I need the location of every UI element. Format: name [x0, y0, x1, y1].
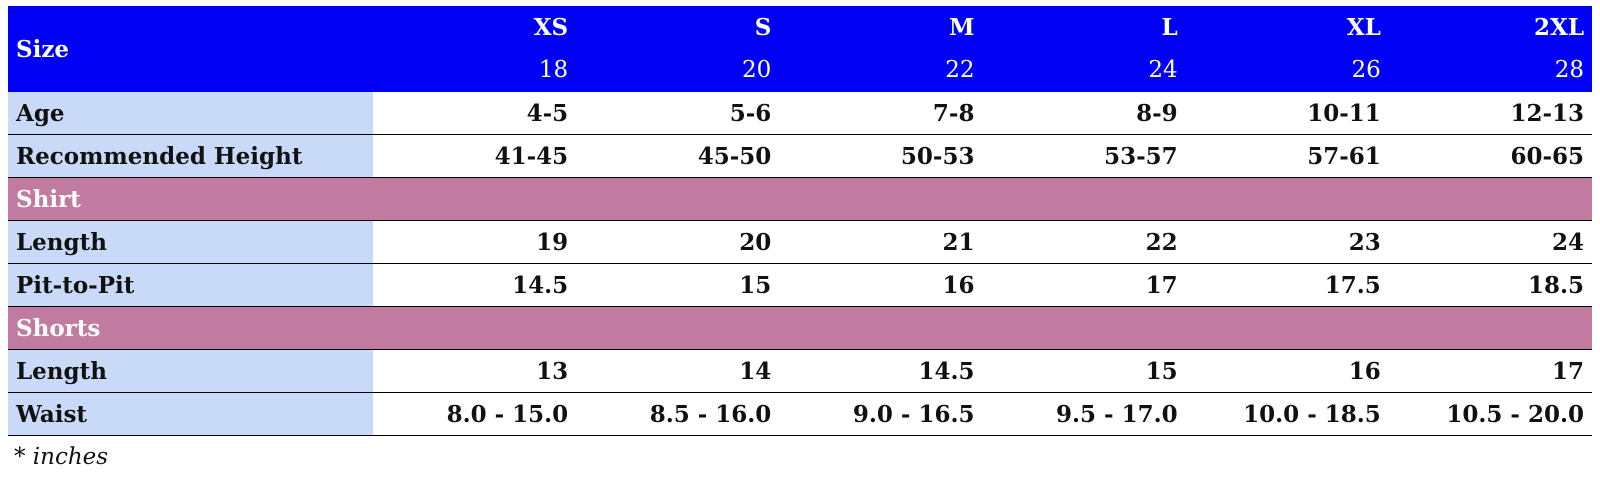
data-row: Recommended Height 41-45 45-50 50-53 53-57 57… — [8, 134, 1592, 178]
size-name: M — [949, 14, 975, 41]
table-body: Size XS 18 S 20 M 22 L 24 XL 26 2XL 28 Age 4-5 5-6 7-8 8-… — [8, 6, 1592, 436]
size-number: 28 — [1554, 57, 1584, 83]
size-table: Size XS 18 S 20 M 22 L 24 XL 26 2XL 28 Age 4-5 5-6 7-8 8-… — [8, 6, 1592, 436]
size-name: S — [754, 14, 772, 41]
cell-value: 15 — [576, 263, 780, 307]
row-label: Recommended Height — [8, 134, 373, 178]
row-label: Length — [8, 349, 373, 393]
cell-value: 10-11 — [1185, 92, 1389, 135]
cell-value: 17 — [982, 263, 1186, 307]
data-row: Length 19 20 21 22 23 24 — [8, 220, 1592, 264]
cell-value: 23 — [1185, 220, 1389, 264]
row-label: Age — [8, 92, 373, 135]
size-number: 26 — [1351, 57, 1381, 83]
row-label: Waist — [8, 392, 373, 436]
cell-value: 24 — [1388, 220, 1592, 264]
cell-value: 16 — [779, 263, 983, 307]
data-row: Pit-to-Pit 14.5 15 16 17 17.5 18.5 — [8, 263, 1592, 307]
header-row: Size XS 18 S 20 M 22 L 24 XL 26 2XL 28 — [8, 6, 1592, 92]
data-row: Age 4-5 5-6 7-8 8-9 10-11 12-13 — [8, 92, 1592, 135]
cell-value: 60-65 — [1388, 134, 1592, 178]
cell-value: 22 — [982, 220, 1186, 264]
size-column-header: XS 18 — [373, 6, 577, 92]
size-number: 22 — [945, 57, 975, 83]
section-row: Shirt — [8, 177, 1592, 221]
cell-value: 17 — [1388, 349, 1592, 393]
cell-value: 20 — [576, 220, 780, 264]
size-number: 18 — [538, 57, 569, 83]
section-row: Shorts — [8, 306, 1592, 350]
cell-value: 14.5 — [779, 349, 983, 393]
size-name: L — [1161, 14, 1178, 41]
data-row: Waist 8.0 - 15.0 8.5 - 16.0 9.0 - 16.5 9.5 -… — [8, 392, 1592, 436]
cell-value: 16 — [1185, 349, 1389, 393]
cell-value: 12-13 — [1388, 92, 1592, 135]
size-column-header: XL 26 — [1185, 6, 1389, 92]
cell-value: 8.5 - 16.0 — [576, 392, 780, 436]
size-name: XL — [1346, 14, 1381, 41]
size-number: 20 — [742, 57, 772, 83]
row-label: Length — [8, 220, 373, 264]
cell-value: 9.5 - 17.0 — [982, 392, 1186, 436]
cell-value: 15 — [982, 349, 1186, 393]
size-column-header: M 22 — [779, 6, 983, 92]
footnote: * inches — [14, 444, 109, 470]
cell-value: 18.5 — [1388, 263, 1592, 307]
cell-value: 10.0 - 18.5 — [1185, 392, 1389, 436]
cell-value: 13 — [373, 349, 577, 393]
cell-value: 5-6 — [576, 92, 780, 135]
cell-value: 17.5 — [1185, 263, 1389, 307]
data-row: Length 13 14 14.5 15 16 17 — [8, 349, 1592, 393]
cell-value: 57-61 — [1185, 134, 1389, 178]
cell-value: 45-50 — [576, 134, 780, 178]
size-column-header: 2XL 28 — [1388, 6, 1592, 92]
cell-value: 14.5 — [373, 263, 577, 307]
cell-value: 10.5 - 20.0 — [1388, 392, 1592, 436]
cell-value: 9.0 - 16.5 — [779, 392, 983, 436]
section-title: Shorts — [8, 306, 1592, 350]
size-number: 24 — [1148, 57, 1178, 83]
cell-value: 21 — [779, 220, 983, 264]
cell-value: 8-9 — [982, 92, 1186, 135]
cell-value: 19 — [373, 220, 577, 264]
cell-value: 53-57 — [982, 134, 1186, 178]
size-column-header: L 24 — [982, 6, 1186, 92]
row-label: Pit-to-Pit — [8, 263, 373, 307]
size-name: XS — [533, 14, 569, 41]
header-label: Size — [8, 6, 373, 92]
cell-value: 50-53 — [779, 134, 983, 178]
section-title: Shirt — [8, 177, 1592, 221]
cell-value: 4-5 — [373, 92, 577, 135]
cell-value: 8.0 - 15.0 — [373, 392, 577, 436]
cell-value: 14 — [576, 349, 780, 393]
cell-value: 7-8 — [779, 92, 983, 135]
size-column-header: S 20 — [576, 6, 780, 92]
size-name: 2XL — [1533, 14, 1584, 41]
cell-value: 41-45 — [373, 134, 577, 178]
